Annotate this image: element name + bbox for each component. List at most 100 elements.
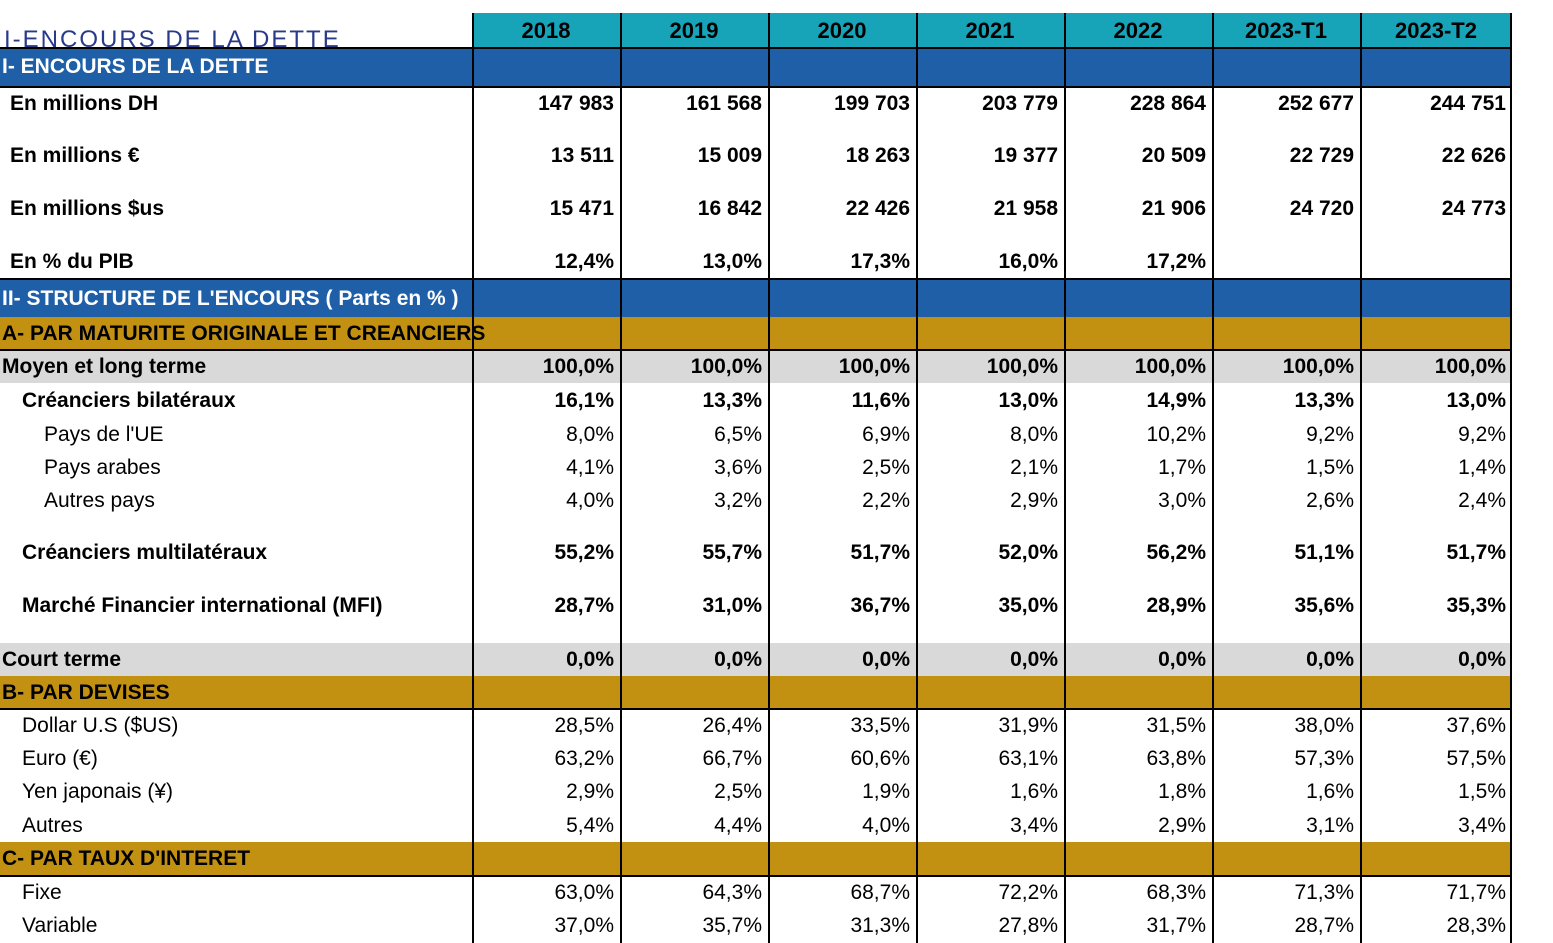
- table-cell[interactable]: 64,3%: [702, 881, 762, 904]
- table-cell[interactable]: 203 779: [982, 92, 1058, 115]
- table-cell[interactable]: 3,0%: [1158, 489, 1206, 512]
- table-cell[interactable]: 16,1%: [554, 389, 614, 412]
- table-cell[interactable]: [1360, 246, 1512, 278]
- table-cell[interactable]: 31,5%: [1146, 714, 1206, 737]
- table-cell[interactable]: 63,2%: [554, 747, 614, 770]
- table-cell[interactable]: 24 720: [1289, 197, 1354, 220]
- table-cell[interactable]: 199 703: [834, 92, 910, 115]
- table-cell[interactable]: 22 426: [845, 197, 910, 220]
- table-cell[interactable]: 1,9%: [862, 780, 910, 803]
- table-cell[interactable]: 8,0%: [566, 423, 614, 446]
- table-cell[interactable]: 1,5%: [1458, 780, 1506, 803]
- table-cell[interactable]: 68,7%: [850, 881, 910, 904]
- table-cell[interactable]: 0,0%: [1306, 647, 1354, 671]
- table-cell[interactable]: 13,0%: [998, 389, 1058, 412]
- year-header-2020[interactable]: 2020: [817, 17, 867, 43]
- table-cell[interactable]: 3,4%: [1010, 814, 1058, 837]
- table-cell[interactable]: 4,0%: [862, 814, 910, 837]
- table-cell[interactable]: 1,7%: [1158, 456, 1206, 479]
- table-cell[interactable]: 13,0%: [702, 250, 762, 273]
- table-cell[interactable]: 72,2%: [998, 881, 1058, 904]
- table-cell[interactable]: 3,2%: [714, 489, 762, 512]
- table-cell[interactable]: 33,5%: [850, 714, 910, 737]
- table-cell[interactable]: 2,2%: [862, 489, 910, 512]
- table-cell[interactable]: 0,0%: [1458, 647, 1506, 671]
- table-cell[interactable]: 4,1%: [566, 456, 614, 479]
- table-cell[interactable]: 55,2%: [554, 541, 614, 564]
- table-cell[interactable]: 37,6%: [1446, 714, 1506, 737]
- table-cell[interactable]: 28,7%: [554, 594, 614, 617]
- table-cell[interactable]: 16,0%: [998, 250, 1058, 273]
- table-cell[interactable]: 100,0%: [542, 355, 614, 378]
- table-cell[interactable]: 2,5%: [714, 780, 762, 803]
- table-cell[interactable]: 52,0%: [998, 541, 1058, 564]
- table-cell[interactable]: 100,0%: [1134, 355, 1206, 378]
- table-cell[interactable]: 2,9%: [1010, 489, 1058, 512]
- table-cell[interactable]: 2,5%: [862, 456, 910, 479]
- table-cell[interactable]: 100,0%: [1282, 355, 1354, 378]
- year-header-2022[interactable]: 2022: [1113, 17, 1163, 43]
- year-header-2021[interactable]: 2021: [965, 17, 1015, 43]
- table-cell[interactable]: 17,3%: [850, 250, 910, 273]
- table-cell[interactable]: 35,0%: [998, 594, 1058, 617]
- table-cell[interactable]: 37,0%: [554, 914, 614, 937]
- table-cell[interactable]: 28,3%: [1446, 914, 1506, 937]
- table-cell[interactable]: 100,0%: [838, 355, 910, 378]
- table-cell[interactable]: 31,9%: [998, 714, 1058, 737]
- table-cell[interactable]: 0,0%: [1158, 647, 1206, 671]
- table-cell[interactable]: 244 751: [1430, 92, 1506, 115]
- table-cell[interactable]: 3,1%: [1306, 814, 1354, 837]
- table-cell[interactable]: 21 958: [993, 197, 1058, 220]
- table-cell[interactable]: 147 983: [538, 92, 614, 115]
- table-cell[interactable]: 55,7%: [702, 541, 762, 564]
- table-cell[interactable]: 51,1%: [1294, 541, 1354, 564]
- table-cell[interactable]: 19 377: [993, 144, 1058, 167]
- table-cell[interactable]: 15 009: [697, 144, 762, 167]
- table-cell[interactable]: 252 677: [1278, 92, 1354, 115]
- table-cell[interactable]: 56,2%: [1146, 541, 1206, 564]
- table-cell[interactable]: 12,4%: [554, 250, 614, 273]
- table-cell[interactable]: 6,9%: [862, 423, 910, 446]
- table-cell[interactable]: 6,5%: [714, 423, 762, 446]
- table-cell[interactable]: 28,9%: [1146, 594, 1206, 617]
- table-cell[interactable]: 22 729: [1289, 144, 1354, 167]
- table-cell[interactable]: 2,4%: [1458, 489, 1506, 512]
- table-cell[interactable]: 63,1%: [998, 747, 1058, 770]
- year-header-2019[interactable]: 2019: [669, 17, 719, 43]
- table-cell[interactable]: 57,5%: [1446, 747, 1506, 770]
- table-cell[interactable]: 1,4%: [1458, 456, 1506, 479]
- table-cell[interactable]: 51,7%: [850, 541, 910, 564]
- table-cell[interactable]: 17,2%: [1146, 250, 1206, 273]
- table-cell[interactable]: 3,4%: [1458, 814, 1506, 837]
- table-cell[interactable]: 31,7%: [1146, 914, 1206, 937]
- table-cell[interactable]: 5,4%: [566, 814, 614, 837]
- table-cell[interactable]: 11,6%: [851, 389, 910, 412]
- table-cell[interactable]: 60,6%: [850, 747, 910, 770]
- table-cell[interactable]: 31,0%: [702, 594, 762, 617]
- table-cell[interactable]: 20 509: [1141, 144, 1206, 167]
- table-cell[interactable]: 100,0%: [690, 355, 762, 378]
- table-cell[interactable]: 2,6%: [1306, 489, 1354, 512]
- table-cell[interactable]: 26,4%: [702, 714, 762, 737]
- table-cell[interactable]: 2,1%: [1010, 456, 1058, 479]
- table-cell[interactable]: 28,7%: [1294, 914, 1354, 937]
- table-cell[interactable]: 1,8%: [1158, 780, 1206, 803]
- table-cell[interactable]: 35,3%: [1446, 594, 1506, 617]
- table-cell[interactable]: 0,0%: [566, 647, 614, 671]
- table-cell[interactable]: 68,3%: [1146, 881, 1206, 904]
- table-cell[interactable]: 9,2%: [1458, 423, 1506, 446]
- table-cell[interactable]: 63,0%: [554, 881, 614, 904]
- table-cell[interactable]: 13,3%: [1294, 389, 1354, 412]
- table-cell[interactable]: 28,5%: [554, 714, 614, 737]
- table-cell[interactable]: 21 906: [1141, 197, 1206, 220]
- table-cell[interactable]: 38,0%: [1294, 714, 1354, 737]
- table-cell[interactable]: [1212, 246, 1360, 278]
- table-cell[interactable]: 31,3%: [850, 914, 910, 937]
- table-cell[interactable]: 161 568: [686, 92, 762, 115]
- table-cell[interactable]: 4,0%: [566, 489, 614, 512]
- table-cell[interactable]: 13,0%: [1446, 389, 1506, 412]
- table-cell[interactable]: 16 842: [697, 197, 762, 220]
- table-cell[interactable]: 0,0%: [1010, 647, 1058, 671]
- table-cell[interactable]: 15 471: [549, 197, 614, 220]
- table-cell[interactable]: 1,6%: [1306, 780, 1354, 803]
